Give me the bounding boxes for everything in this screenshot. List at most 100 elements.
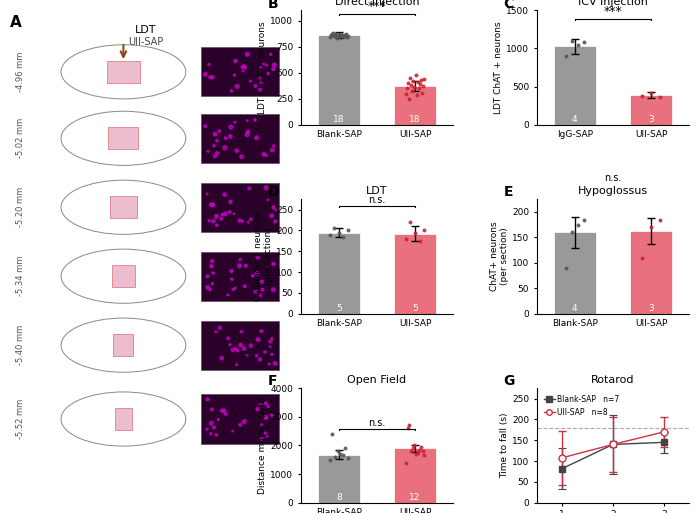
- Point: [416, 76, 427, 84]
- Point: [411, 450, 422, 458]
- Point: [405, 218, 416, 226]
- Legend: Blank-SAP   n=7, UII-SAP   n=8: Blank-SAP n=7, UII-SAP n=8: [541, 392, 623, 420]
- Point: [578, 215, 590, 224]
- Text: n.s.: n.s.: [368, 194, 386, 205]
- Text: 18: 18: [409, 114, 421, 124]
- Point: [645, 89, 656, 97]
- Point: [327, 29, 338, 37]
- Point: [342, 454, 354, 462]
- Point: [407, 444, 418, 452]
- Point: [636, 92, 647, 100]
- Point: [412, 78, 423, 86]
- Point: [324, 230, 335, 239]
- Point: [572, 41, 583, 49]
- Title: ICV injection: ICV injection: [578, 0, 648, 7]
- Point: [327, 430, 338, 438]
- Point: [338, 451, 349, 460]
- Point: [338, 232, 349, 241]
- Point: [406, 81, 417, 89]
- Point: [405, 447, 416, 456]
- Point: [408, 77, 419, 85]
- Point: [404, 95, 415, 103]
- Point: [337, 33, 348, 42]
- Text: F: F: [267, 374, 277, 388]
- Text: LDT: LDT: [135, 25, 157, 35]
- Point: [416, 443, 427, 451]
- Point: [418, 451, 429, 460]
- Text: A: A: [10, 15, 22, 30]
- Point: [567, 37, 578, 45]
- Y-axis label: LDT ChAT + neurons: LDT ChAT + neurons: [494, 21, 503, 114]
- Bar: [318, 35, 360, 125]
- Point: [411, 90, 422, 98]
- Point: [340, 30, 351, 38]
- Text: -5.52 mm: -5.52 mm: [16, 399, 25, 439]
- Title: Hypoglossus: Hypoglossus: [578, 186, 648, 195]
- Point: [324, 456, 335, 464]
- Bar: [318, 232, 360, 314]
- Text: 12: 12: [409, 492, 420, 502]
- Point: [400, 89, 411, 97]
- Bar: [554, 46, 596, 125]
- Point: [654, 92, 665, 101]
- Text: -5.20 mm: -5.20 mm: [16, 187, 25, 227]
- Point: [418, 226, 429, 234]
- Bar: [109, 127, 139, 149]
- Bar: [110, 196, 136, 219]
- Point: [330, 31, 341, 40]
- Text: 4: 4: [572, 114, 578, 124]
- Y-axis label: LDT ChAT + neurons: LDT ChAT + neurons: [258, 21, 267, 114]
- Point: [342, 32, 354, 41]
- Point: [417, 447, 428, 456]
- Point: [326, 30, 338, 38]
- Y-axis label: Calbindin+ neurons
(per section): Calbindin+ neurons (per section): [254, 212, 274, 301]
- Point: [567, 228, 578, 236]
- Point: [636, 253, 647, 262]
- Text: -5.40 mm: -5.40 mm: [16, 325, 25, 365]
- Text: ***: ***: [367, 0, 386, 13]
- Title: Open Field: Open Field: [347, 374, 406, 385]
- Text: 4: 4: [572, 304, 578, 312]
- Point: [332, 447, 343, 456]
- Bar: [394, 86, 436, 125]
- Point: [338, 31, 349, 40]
- Text: ***: ***: [603, 5, 622, 18]
- Text: -4.96 mm: -4.96 mm: [16, 52, 25, 92]
- Bar: [630, 231, 672, 314]
- Point: [410, 71, 421, 79]
- Point: [413, 446, 425, 454]
- Text: 3: 3: [648, 304, 654, 312]
- Point: [400, 234, 411, 243]
- Bar: [318, 455, 360, 503]
- Text: -5.34 mm: -5.34 mm: [16, 256, 25, 297]
- Text: 3: 3: [648, 114, 654, 124]
- Point: [333, 228, 345, 236]
- Bar: [115, 408, 132, 430]
- Text: 18: 18: [333, 114, 345, 124]
- Point: [334, 31, 345, 40]
- Point: [409, 83, 420, 91]
- Point: [560, 52, 571, 60]
- Point: [560, 264, 571, 272]
- Point: [645, 223, 656, 231]
- Point: [406, 87, 418, 95]
- Y-axis label: ChAT+ neurons
(per section): ChAT+ neurons (per section): [490, 222, 509, 291]
- Point: [333, 33, 344, 42]
- Text: B: B: [267, 0, 278, 10]
- Point: [331, 30, 342, 38]
- Point: [402, 79, 413, 87]
- Point: [402, 84, 413, 92]
- Text: G: G: [503, 374, 515, 388]
- Point: [404, 421, 415, 429]
- Bar: [113, 334, 134, 356]
- Point: [342, 226, 354, 234]
- Text: n.s.: n.s.: [604, 173, 622, 184]
- Point: [416, 88, 427, 96]
- Point: [329, 32, 340, 41]
- Point: [324, 33, 335, 42]
- Bar: [554, 232, 596, 314]
- Point: [414, 80, 425, 88]
- Point: [409, 441, 420, 449]
- Point: [339, 32, 350, 41]
- Point: [329, 453, 340, 461]
